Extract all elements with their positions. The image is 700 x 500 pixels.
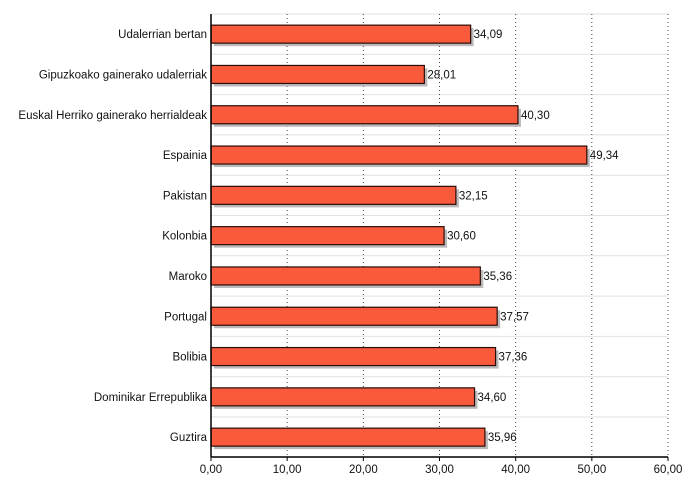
x-tick-label: 50,00 [577,464,606,476]
bar [210,24,472,44]
value-label: 30,60 [447,231,476,243]
category-label: Kolonbia [162,231,207,243]
category-label: Gipuzkoako gainerako udalerriak [39,69,207,81]
bar [210,266,481,286]
category-label: Dominikar Errepublika [94,392,208,404]
axis-layer [210,14,669,461]
value-label: 37,36 [499,352,528,364]
bar [210,105,519,125]
bar [210,185,457,205]
x-tick-label: 40,00 [501,464,530,476]
value-label: 32,15 [459,190,488,202]
category-label: Espainia [163,150,208,162]
bar [210,427,486,447]
bar [210,226,445,246]
bar [210,145,588,165]
x-tick-label: 60,00 [654,464,683,476]
category-label: Portugal [164,311,207,323]
x-tick-label: 10,00 [273,464,302,476]
value-label: 40,30 [521,110,550,122]
bar [210,306,498,326]
value-label: 35,96 [488,432,517,444]
x-tick-label: 30,00 [425,464,454,476]
value-label: 35,36 [483,271,512,283]
category-label: Euskal Herriko gainerako herrialdeak [18,110,207,122]
category-label: Udalerrian bertan [118,29,207,41]
labels-layer: 0,00 10,00 20,00 30,00 40,00 50,00 60,00 Udaler… [18,29,682,476]
category-label: Pakistan [163,190,207,202]
category-label: Guztira [170,432,208,444]
bars-layer [210,24,590,450]
value-label: 49,34 [590,150,619,162]
x-tick-label: 0,00 [200,464,222,476]
bar [210,346,497,367]
value-label: 34,09 [474,29,503,41]
value-label: 34,60 [478,392,507,404]
bar [210,64,425,85]
bar [210,387,476,407]
x-tick-label: 20,00 [349,464,378,476]
value-label: 37,57 [500,311,529,323]
category-label: Bolibia [172,352,207,364]
category-label: Maroko [169,271,207,283]
value-label: 28,01 [427,69,456,81]
